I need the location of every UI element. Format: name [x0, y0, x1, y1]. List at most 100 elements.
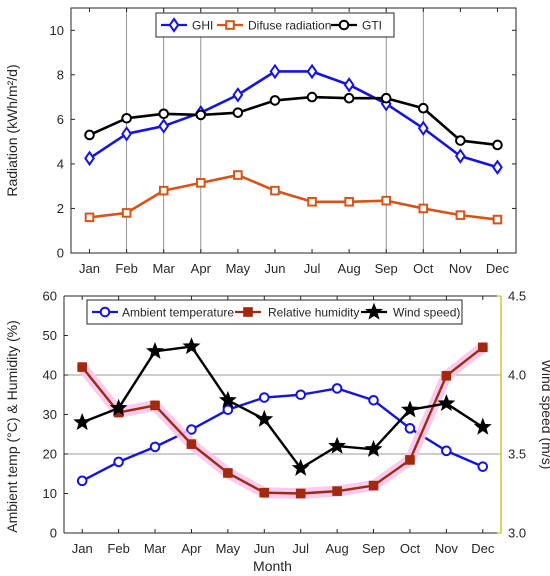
legend-box [86, 299, 463, 325]
data-point [306, 91, 318, 103]
legend: Ambient temperature Relative humidity Wind… [86, 299, 463, 325]
data-point [368, 394, 379, 406]
data-point [218, 390, 237, 408]
data-point [455, 210, 466, 220]
data-point [381, 195, 392, 206]
data-point [255, 409, 274, 427]
x-axis-label: Month [253, 558, 292, 574]
data-point [233, 170, 243, 180]
y-axis-label: Ambient temp (°C) & Humidity (%) [4, 320, 20, 533]
y2-axis-label: Wind speed (m/s) [539, 360, 550, 470]
y-tick-label: 2 [57, 201, 64, 216]
y-tick-label: 60 [43, 289, 57, 304]
y-tick-label: 10 [43, 486, 57, 501]
data-point [121, 126, 133, 142]
data-point [328, 436, 346, 454]
data-point [477, 461, 489, 472]
x-tick-label: Dec [486, 261, 510, 276]
data-point [344, 196, 354, 207]
data-point [400, 400, 419, 418]
data-point [259, 487, 270, 498]
x-tick-label: Oct [400, 541, 421, 556]
legend-marker [338, 19, 350, 31]
legend-label: Difuse radiation [248, 19, 331, 33]
data-point [418, 203, 429, 214]
x-tick-label: Oct [413, 261, 434, 276]
data-point [492, 159, 503, 175]
data-point [77, 362, 88, 372]
data-point [186, 439, 197, 449]
data-point [437, 393, 456, 412]
x-tick-label: Jan [79, 261, 100, 276]
x-tick-label: Nov [449, 261, 473, 276]
legend-label: Relative humidity [268, 306, 359, 320]
y-tick-label: 20 [43, 447, 57, 462]
data-point [232, 107, 244, 118]
data-point [73, 413, 92, 431]
x-tick-label: May [216, 541, 241, 556]
series-line [81, 346, 484, 495]
data-point [492, 139, 503, 151]
series-line [89, 95, 498, 147]
y-axis-label: Radiation (kWh/m²/d) [4, 64, 20, 196]
data-point [76, 475, 88, 487]
data-point [84, 129, 95, 141]
series-line [88, 70, 498, 169]
data-point [306, 63, 318, 80]
data-point [368, 480, 379, 491]
legend-marker [243, 307, 253, 317]
data-point [269, 95, 281, 106]
x-tick-label: Jun [254, 541, 275, 556]
x-tick-label: Apr [191, 261, 212, 276]
y-tick-label: 0 [57, 246, 64, 261]
data-point [492, 214, 503, 225]
x-tick-label: Aug [326, 541, 349, 556]
y2-tick-label: 3.5 [508, 447, 526, 462]
data-point [417, 120, 429, 137]
data-point [405, 455, 415, 465]
data-point [146, 341, 165, 359]
y-tick-label: 0 [50, 526, 57, 541]
data-point [158, 118, 170, 134]
data-point [380, 92, 392, 104]
x-tick-label: Feb [115, 261, 137, 276]
data-point [364, 439, 383, 457]
data-point [223, 468, 233, 478]
x-tick-label: Dec [471, 541, 495, 556]
y-tick-label: 6 [57, 112, 64, 127]
data-point [121, 208, 132, 218]
data-point [232, 87, 244, 103]
data-point [417, 102, 429, 114]
data-point [258, 392, 270, 403]
x-tick-label: Sep [375, 261, 398, 276]
data-point [291, 458, 310, 476]
legend-label: GTI [362, 19, 382, 33]
y2-tick-label: 3.0 [508, 526, 526, 541]
y2-tick-label: 4.0 [508, 368, 526, 383]
x-tick-label: Sep [362, 541, 385, 556]
x-tick-label: Aug [338, 261, 361, 276]
data-point [404, 423, 416, 434]
data-point [441, 370, 452, 381]
data-point [158, 108, 170, 120]
data-point [121, 112, 132, 124]
x-tick-label: Jan [72, 541, 93, 556]
y-tick-label: 10 [50, 23, 64, 38]
data-point [150, 400, 160, 411]
y-tick-label: 8 [57, 67, 64, 82]
y2-tick-label: 4.5 [508, 289, 526, 304]
data-point [195, 109, 207, 121]
data-point [332, 486, 342, 496]
legend-marker [225, 20, 235, 30]
data-point [307, 196, 317, 207]
data-point [269, 63, 281, 80]
data-point [182, 337, 201, 355]
x-tick-label: Apr [181, 541, 202, 556]
legend: GHI Difuse radiation GTI [155, 12, 395, 38]
data-point [477, 342, 488, 353]
y-tick-label: 4 [57, 156, 64, 171]
data-point [455, 135, 466, 146]
x-tick-label: Jun [264, 261, 285, 276]
x-tick-label: Nov [435, 541, 459, 556]
